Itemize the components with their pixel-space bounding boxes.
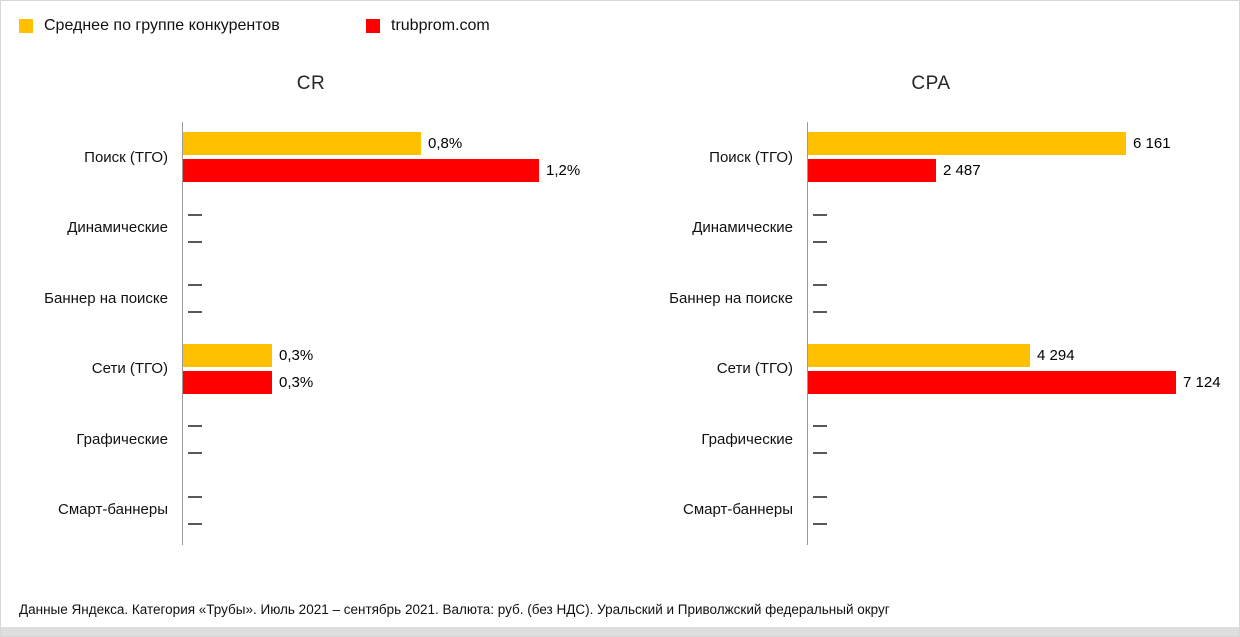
- bar-value-label: 4 294: [1037, 346, 1075, 364]
- legend-item-competitors-avg: Среднее по группе конкурентов: [19, 17, 280, 35]
- no-data-dash: [813, 495, 827, 498]
- category-label: Поиск (ТГО): [709, 148, 793, 166]
- category-label: Баннер на поиске: [669, 289, 793, 307]
- chart-title-cr: CR: [296, 73, 326, 94]
- chart-title-cpa: CPA: [911, 73, 951, 94]
- legend-item-trubprom: trubprom.com: [366, 17, 490, 35]
- bar-competitors-avg: [808, 132, 1126, 155]
- bar-value-label: 2 487: [943, 162, 981, 179]
- bar-trubprom: [808, 159, 936, 182]
- category-label: Динамические: [67, 219, 168, 237]
- chart-cpa: CPA Поиск (ТГО) 6 161 2 487 Динамические Бан…: [621, 1, 1239, 636]
- no-data-dash: [188, 311, 202, 313]
- no-data-dash: [813, 522, 827, 525]
- bar-trubprom: [183, 370, 272, 394]
- no-data-dash: [813, 311, 827, 313]
- category-label: Графические: [76, 430, 168, 448]
- category-label: Динамические: [692, 219, 793, 237]
- category-label: Поиск (ТГО): [84, 148, 168, 166]
- chart-cr: CR Поиск (ТГО) 0,8% 1,2% Динамические Баннер…: [1, 1, 621, 636]
- bar-value-label: 6 161: [1133, 135, 1171, 152]
- bar-value-label: 0,3%: [279, 373, 314, 391]
- category-label: Смарт-баннеры: [683, 501, 793, 519]
- bottom-border-band: [1, 627, 1239, 636]
- no-data-dash: [188, 495, 202, 498]
- category-label: Баннер на поиске: [44, 289, 168, 307]
- no-data-dash: [813, 425, 827, 427]
- legend-swatch-trubprom: [366, 19, 380, 33]
- legend-label-competitors-avg: Среднее по группе конкурентов: [44, 17, 280, 34]
- bar-competitors-avg: [183, 132, 421, 155]
- no-data-dash: [188, 240, 202, 243]
- category-label: Сети (ТГО): [91, 360, 168, 378]
- legend-swatch-competitors-avg: [19, 19, 33, 33]
- source-footnote: Данные Яндекса. Категория «Трубы». Июль …: [19, 602, 890, 617]
- category-label: Сети (ТГО): [716, 360, 793, 378]
- no-data-dash: [188, 522, 202, 525]
- bar-trubprom: [183, 159, 539, 182]
- no-data-dash: [188, 425, 202, 427]
- bar-trubprom: [808, 370, 1176, 394]
- bar-competitors-avg: [183, 343, 272, 367]
- no-data-dash: [813, 240, 827, 243]
- value-axis-line: [182, 122, 183, 545]
- no-data-dash: [813, 213, 827, 216]
- value-axis-line: [807, 122, 808, 545]
- no-data-dash: [188, 452, 202, 454]
- category-label: Смарт-баннеры: [58, 501, 168, 519]
- bar-value-label: 0,3%: [279, 346, 314, 364]
- bar-value-label: 0,8%: [428, 135, 463, 152]
- bar-competitors-avg: [808, 343, 1030, 367]
- legend-label-trubprom: trubprom.com: [391, 17, 490, 34]
- bar-value-label: 1,2%: [546, 162, 581, 179]
- no-data-dash: [813, 452, 827, 454]
- no-data-dash: [188, 284, 202, 286]
- bar-value-label: 7 124: [1183, 373, 1221, 391]
- no-data-dash: [188, 213, 202, 216]
- category-label: Графические: [701, 430, 793, 448]
- no-data-dash: [813, 284, 827, 286]
